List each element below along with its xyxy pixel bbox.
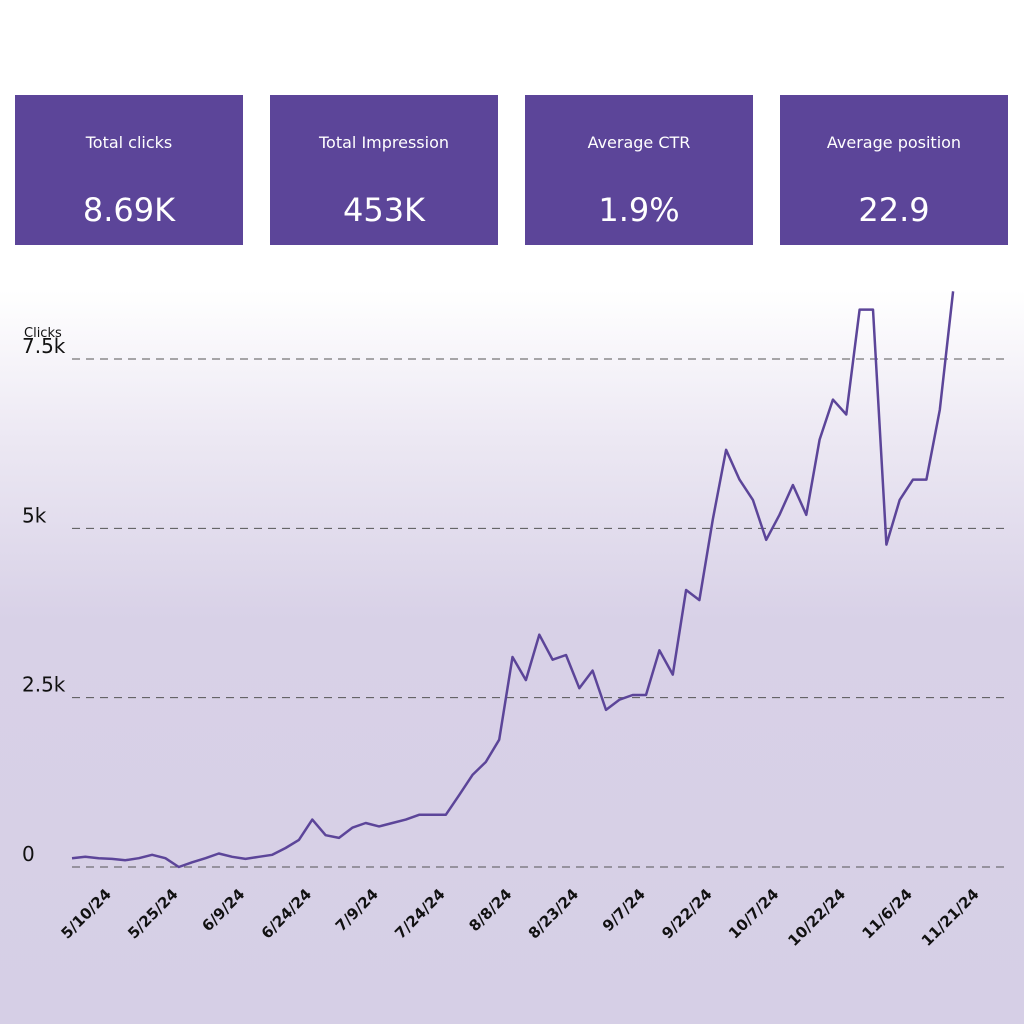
- kpi-value: 22.9: [858, 191, 930, 229]
- x-tick-label: 9/7/24: [599, 885, 649, 935]
- kpi-value: 8.69K: [82, 191, 176, 229]
- x-tick-label: 7/24/24: [391, 885, 448, 942]
- x-tick-label: 8/8/24: [465, 885, 515, 935]
- x-tick-label: 5/25/24: [124, 885, 181, 942]
- kpi-card: Total clicks 8.69K: [15, 95, 243, 245]
- kpi-card: Average CTR 1.9%: [525, 95, 753, 245]
- x-tick-label: 7/9/24: [332, 885, 382, 935]
- y-tick-label: 0: [22, 842, 35, 866]
- kpi-card: Average position 22.9: [780, 95, 1008, 245]
- kpi-value: 453K: [342, 191, 426, 229]
- kpi-title: Total Impression: [318, 133, 450, 152]
- kpi-value: 1.9%: [598, 191, 680, 229]
- x-tick-label: 10/22/24: [784, 885, 849, 950]
- x-tick-label: 9/22/24: [658, 885, 715, 942]
- line: [71, 291, 955, 869]
- x-tick-label: 6/24/24: [258, 885, 315, 942]
- y-axis-title: Clicks: [24, 326, 62, 341]
- kpi-card: Total Impression 453K: [270, 95, 498, 245]
- kpi-title: Average CTR: [587, 133, 691, 152]
- x-tick-label: 11/6/24: [858, 885, 915, 942]
- kpi-title: Average position: [826, 133, 962, 152]
- x-tick-label: 8/23/24: [525, 885, 582, 942]
- y-tick-label: 2.5k: [22, 673, 66, 697]
- x-tick-label: 6/9/24: [198, 885, 248, 935]
- x-tick-label: 10/7/24: [725, 885, 782, 942]
- kpi-title: Total clicks: [85, 133, 173, 152]
- y-tick-label: 5k: [22, 503, 47, 527]
- x-tick-label: 11/21/24: [918, 885, 983, 950]
- y-tick-label: 7.5k: [22, 334, 66, 358]
